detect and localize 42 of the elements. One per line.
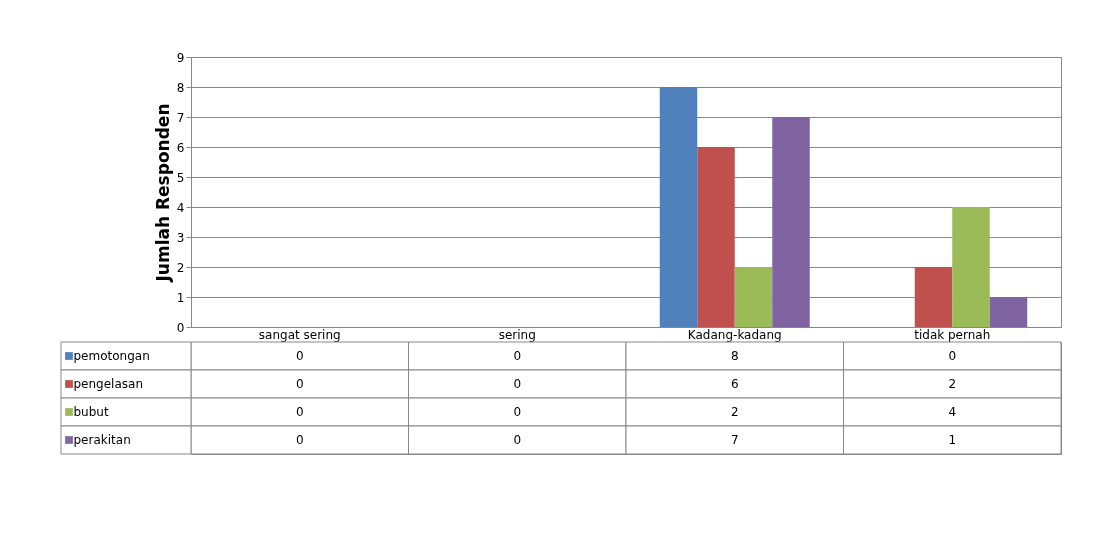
bar — [659, 87, 698, 327]
y-tick-label: 4 — [176, 200, 185, 215]
y-tick-label: 2 — [176, 260, 185, 275]
data-label: 0 — [295, 349, 304, 363]
data-label: 6 — [730, 377, 739, 391]
y-axis-title: Jumlah Responden — [152, 103, 173, 283]
y-tick-label: 6 — [176, 140, 185, 155]
y-tick-label: 9 — [176, 50, 185, 65]
x-tick-label: Kadang-kadang — [687, 327, 782, 342]
x-tick-label: tidak pernah — [914, 327, 991, 342]
data-label: 8 — [730, 349, 739, 363]
legend-label: bubut — [73, 405, 109, 419]
data-label: 0 — [513, 433, 522, 447]
data-label: 4 — [948, 405, 957, 419]
x-tick-label: sangat sering — [258, 327, 341, 342]
data-label: 0 — [513, 349, 522, 363]
data-label: 0 — [513, 377, 522, 391]
bar — [952, 207, 990, 327]
y-tick-label: 5 — [176, 170, 185, 185]
y-tick-label: 1 — [176, 290, 185, 305]
legend-label: pemotongan — [73, 349, 150, 363]
legend-label: pengelasan — [73, 377, 144, 391]
bar — [697, 147, 735, 327]
data-label: 0 — [948, 349, 957, 363]
bar — [989, 297, 1028, 327]
legend-label: perakitan — [73, 433, 131, 447]
data-label: 0 — [513, 405, 522, 419]
y-tick-label: 7 — [176, 110, 185, 125]
bar — [734, 267, 773, 327]
data-label: 1 — [948, 433, 957, 447]
data-label: 2 — [948, 377, 957, 391]
data-label: 0 — [295, 377, 304, 391]
data-label: 7 — [730, 433, 739, 447]
y-tick-label: 8 — [176, 80, 185, 95]
x-tick-label: sering — [498, 327, 536, 342]
data-label: 0 — [295, 405, 304, 419]
bar — [914, 267, 953, 327]
bar — [772, 117, 810, 327]
data-label: 2 — [730, 405, 739, 419]
data-label: 0 — [295, 433, 304, 447]
y-tick-label: 3 — [176, 230, 185, 245]
y-tick-label: 0 — [176, 320, 185, 335]
